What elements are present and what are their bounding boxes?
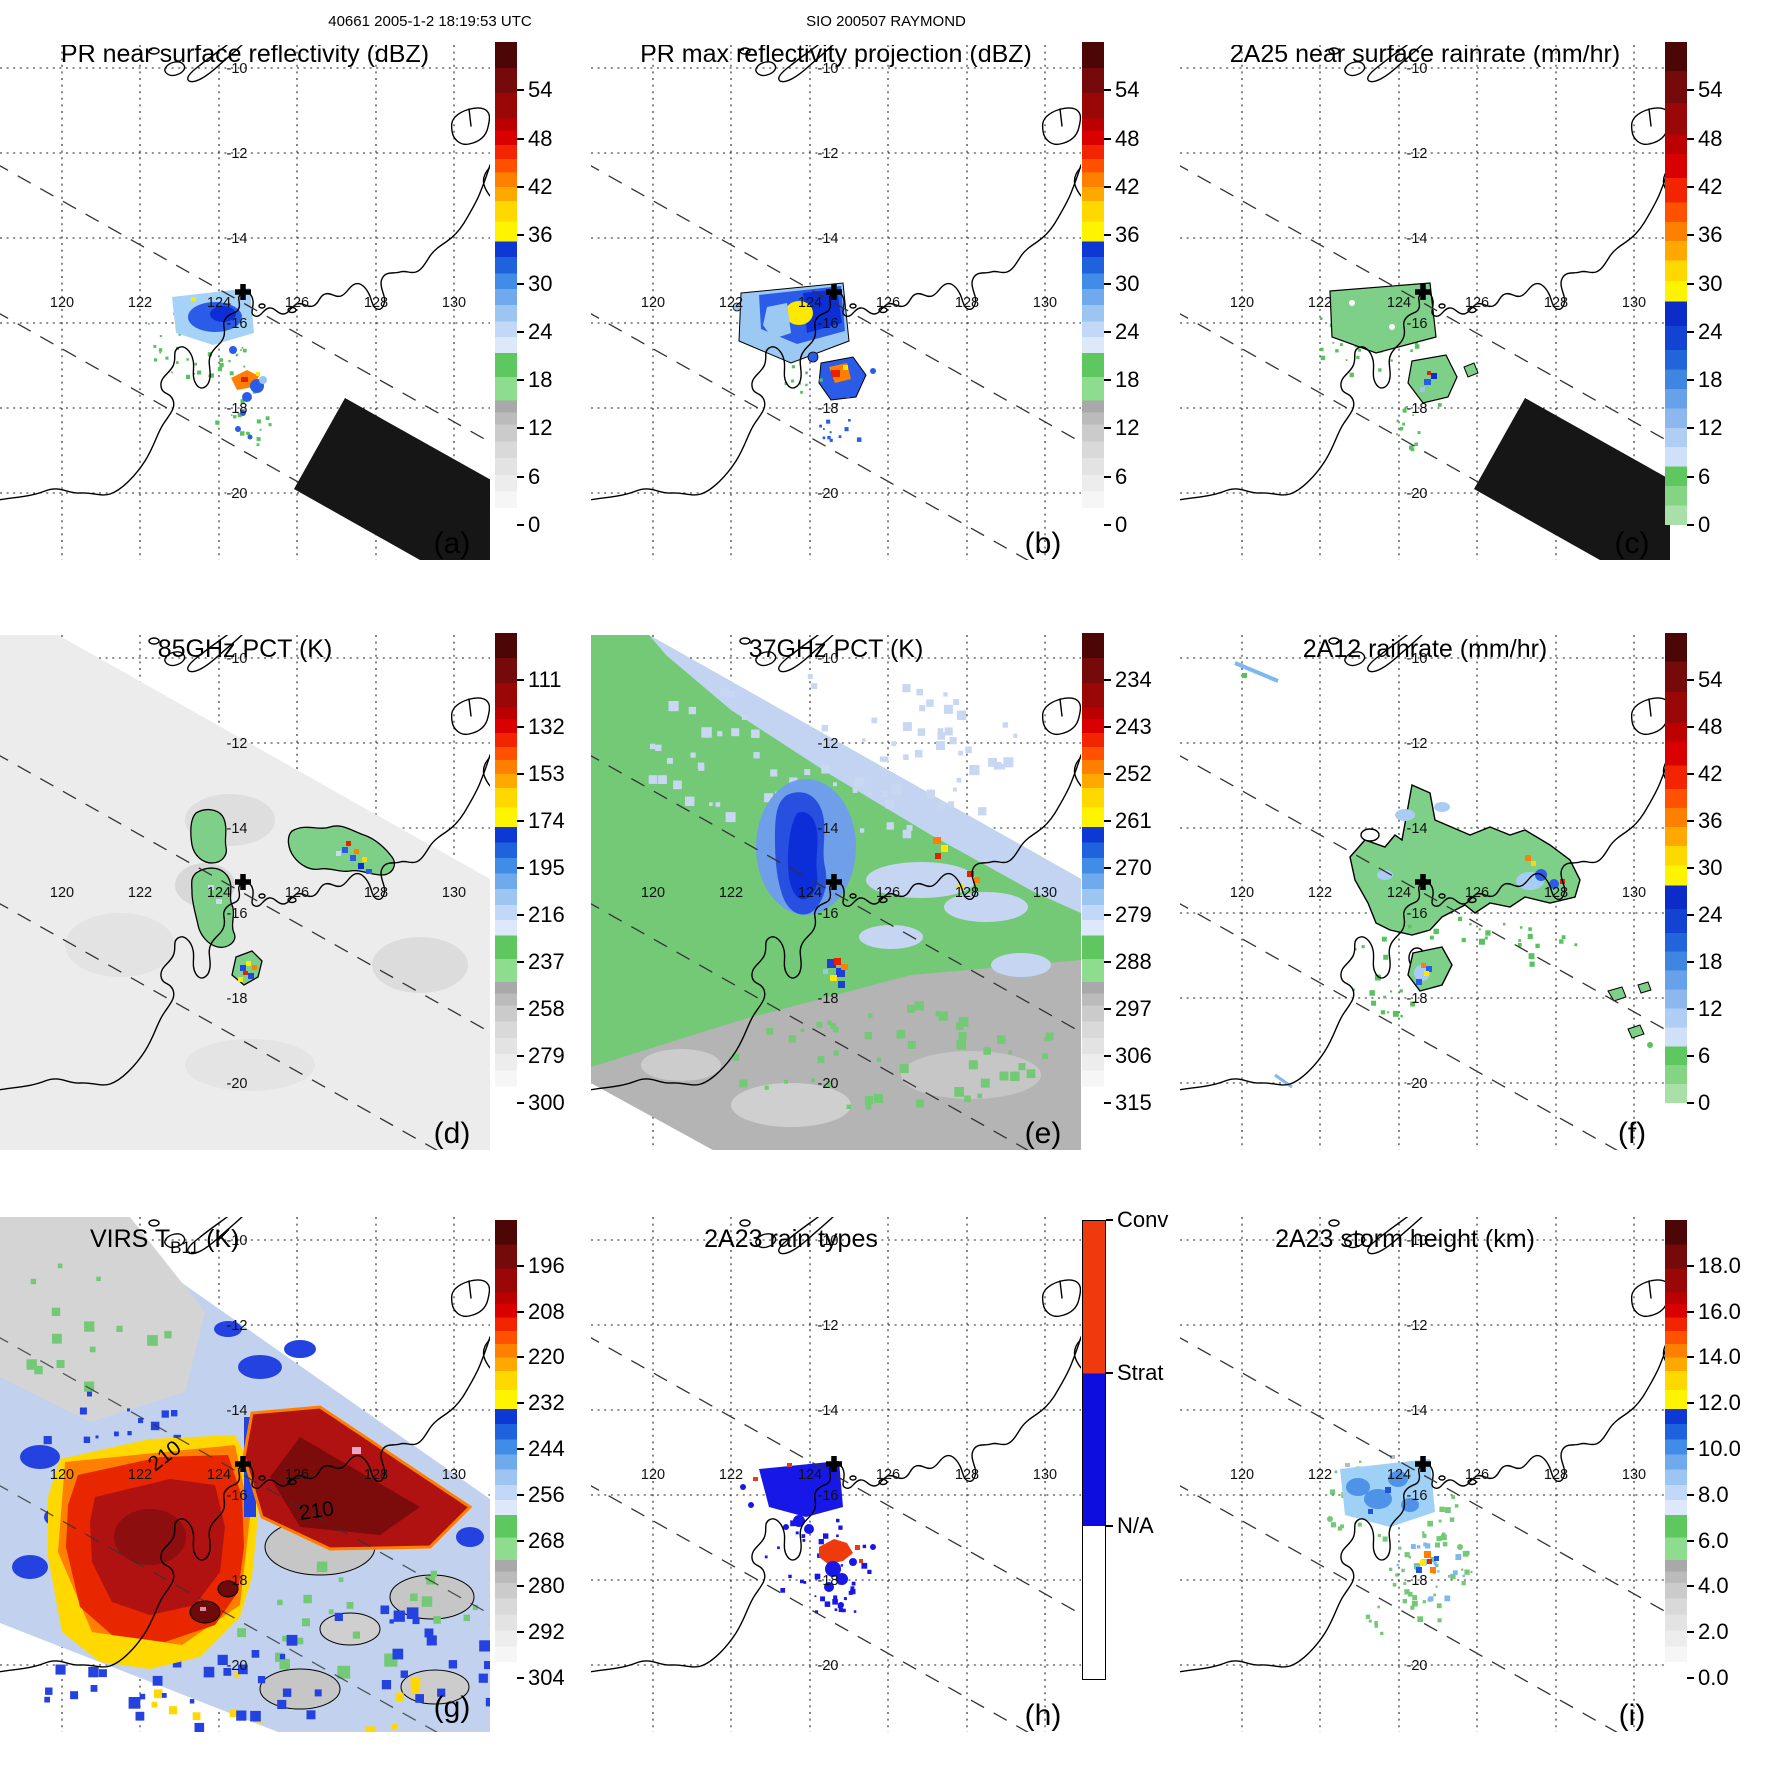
colorbar-c xyxy=(1665,42,1687,525)
panel-i-letter: (i) xyxy=(1619,1699,1646,1732)
colorbar-e-ticks: 315 306 297 288 279 270 261 252 243 234 xyxy=(1104,633,1194,1115)
panel-a-map: PR near surface reflectivity (dBZ) (a) xyxy=(0,45,490,560)
panel-g-letter: (g) xyxy=(434,1691,471,1724)
panel-h-map: 2A23 rain types (h) xyxy=(591,1217,1081,1732)
tmi-85ghz-field xyxy=(0,635,490,1150)
case-id-header: SIO 200507 RAYMOND xyxy=(806,13,966,30)
colorbar-c-ticks: 0 6 12 18 24 30 36 42 48 54 xyxy=(1687,42,1771,537)
panel-g-map: 210 210 VIRS TB11 (K) (g) xyxy=(0,1217,490,1732)
panel-b-map: PR max reflectivity projection (dBZ) (b) xyxy=(591,45,1081,560)
storm-height-field xyxy=(1327,1455,1473,1636)
panel-c-map: 2A25 near surface rainrate (mm/hr) (c) xyxy=(1180,45,1670,560)
panel-d-title: 85GHz PCT (K) xyxy=(158,635,333,663)
panel-c-title: 2A25 near surface rainrate (mm/hr) xyxy=(1230,45,1620,68)
colorbar-b xyxy=(1082,42,1104,525)
colorbar-h-ticks: Conv Strat N/A xyxy=(1106,1208,1196,1678)
colorbar-i-ticks: 0.0 2.0 4.0 6.0 8.0 10.0 12.0 14.0 16.0 18.0 xyxy=(1687,1220,1771,1690)
colorbar-e xyxy=(1082,633,1104,1103)
virs-ir-field xyxy=(0,1217,490,1732)
panel-f-map: 2A12 rainrate (mm/hr) (f) xyxy=(1180,635,1670,1150)
colorbar-h-raintype xyxy=(1082,1220,1106,1680)
panel-f-letter: (f) xyxy=(1618,1117,1646,1150)
panel-e-map: 37GHz PCT (K) (e) xyxy=(591,635,1081,1150)
panel-g-title: VIRS TB11 (K) xyxy=(90,1225,239,1257)
panel-h-title: 2A23 rain types xyxy=(704,1225,878,1253)
colorbar-a xyxy=(495,42,517,525)
panel-b-letter: (b) xyxy=(1025,527,1062,560)
colorbar-f-ticks: 0 6 12 18 24 30 36 42 48 54 xyxy=(1687,633,1771,1115)
colorbar-a-ticks: 0 6 12 18 24 30 36 42 48 54 xyxy=(517,42,607,537)
tmi-37ghz-field xyxy=(591,635,1081,1150)
colorbar-f xyxy=(1665,633,1687,1103)
colorbar-g xyxy=(495,1220,517,1678)
colorbar-g-ticks: 304 292 280 268 256 244 232 220 208 196 xyxy=(517,1220,607,1690)
rain-type-classification xyxy=(740,1461,876,1614)
panel-a-title: PR near surface reflectivity (dBZ) xyxy=(61,45,429,68)
colorbar-d-ticks: 300 279 258 237 216 195 174 153 132 111 xyxy=(517,633,607,1115)
panel-b-title: PR max reflectivity projection (dBZ) xyxy=(640,45,1032,68)
panel-e-title: 37GHz PCT (K) xyxy=(749,635,924,663)
panel-h-letter: (h) xyxy=(1025,1699,1062,1732)
panel-c-letter: (c) xyxy=(1615,527,1650,560)
orbit-timestamp-header: 40661 2005-1-2 18:19:53 UTC xyxy=(328,13,532,30)
tmi-rainrate-area xyxy=(1234,661,1653,1089)
panel-f-title: 2A12 rainrate (mm/hr) xyxy=(1303,635,1548,663)
panel-i-title: 2A23 storm height (km) xyxy=(1275,1225,1535,1253)
panel-d-map: 85GHz PCT (K) (d) xyxy=(0,635,490,1150)
colorbar-b-ticks: 0 6 12 18 24 30 36 42 48 54 xyxy=(1104,42,1194,537)
panel-e-letter: (e) xyxy=(1025,1117,1062,1150)
panel-i-map: 2A23 storm height (km) (i) xyxy=(1180,1217,1670,1732)
colorbar-i xyxy=(1665,1220,1687,1678)
panel-d-letter: (d) xyxy=(434,1117,471,1150)
panel-a-letter: (a) xyxy=(434,527,471,560)
contour-label-210-b: 210 xyxy=(297,1497,335,1525)
colorbar-d xyxy=(495,633,517,1103)
